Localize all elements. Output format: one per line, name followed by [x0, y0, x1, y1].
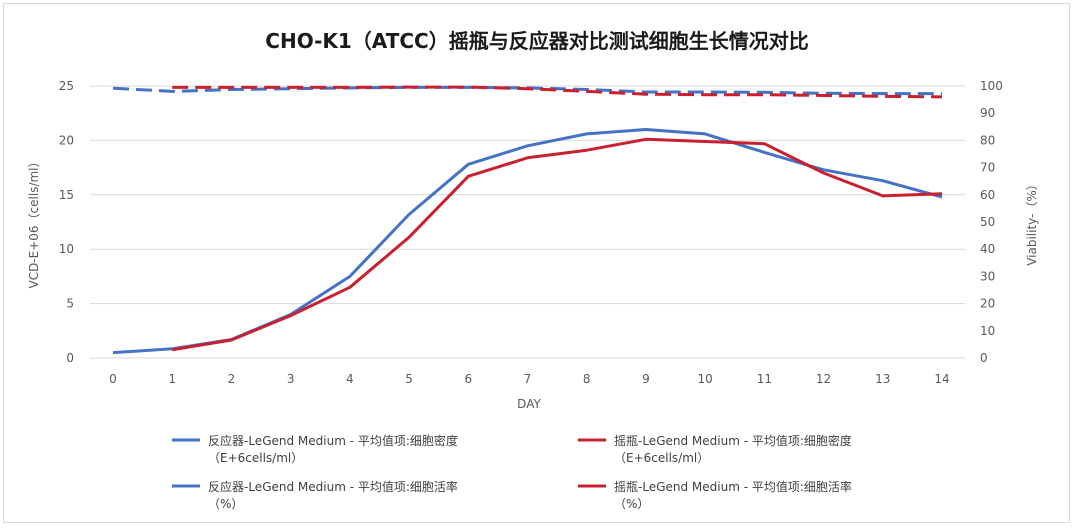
- series-line-3: [172, 85, 943, 99]
- x-tick-label: 12: [816, 372, 831, 386]
- legend-label-line2-1: （E+6cells/ml）: [614, 451, 709, 465]
- series-line-0: [112, 128, 943, 355]
- y-tick-label: 10: [59, 242, 74, 256]
- y-tick-label: 0: [66, 351, 74, 365]
- x-tick-label: 1: [168, 372, 176, 386]
- x-tick-label: 13: [875, 372, 890, 386]
- y2-tick-label: 80: [980, 133, 995, 147]
- legend-label-line2-3: （%）: [614, 497, 649, 511]
- x-tick-label: 11: [757, 372, 772, 386]
- y-tick-label: 20: [59, 133, 74, 147]
- chart-frame: [3, 3, 1070, 523]
- x-tick-label: 5: [405, 372, 413, 386]
- legend-label-0: 反应器-LeGend Medium - 平均值项:细胞密度: [208, 433, 458, 448]
- y-tick-label: 5: [66, 297, 74, 311]
- x-tick-label: 7: [524, 372, 532, 386]
- y2-tick-label: 70: [980, 161, 995, 175]
- y2-tick-label: 60: [980, 188, 995, 202]
- x-tick-label: 6: [464, 372, 472, 386]
- y2-tick-label: 90: [980, 106, 995, 120]
- x-axis-label: DAY: [517, 397, 541, 411]
- x-tick-label: 10: [698, 372, 713, 386]
- legend-label-1: 摇瓶-LeGend Medium - 平均值项:细胞密度: [614, 433, 852, 448]
- x-tick-label: 0: [109, 372, 117, 386]
- series-line-1: [171, 137, 943, 352]
- x-tick-label: 4: [346, 372, 354, 386]
- y2-tick-label: 10: [980, 324, 995, 338]
- y2-tick-label: 30: [980, 269, 995, 283]
- x-tick-label: 3: [287, 372, 295, 386]
- y2-tick-label: 40: [980, 242, 995, 256]
- y2-axis-label: Viability-（%）: [1025, 178, 1039, 266]
- y2-tick-label: 100: [980, 79, 1003, 93]
- x-tick-label: 14: [934, 372, 949, 386]
- legend-label-3: 摇瓶-LeGend Medium - 平均值项:细胞活率: [614, 479, 852, 494]
- chart-title: CHO-K1（ATCC）摇瓶与反应器对比测试细胞生长情况对比: [265, 29, 808, 53]
- legend-label-line2-0: （E+6cells/ml）: [208, 451, 303, 465]
- legend-label-2: 反应器-LeGend Medium - 平均值项:细胞活率: [208, 479, 458, 494]
- x-tick-label: 2: [228, 372, 236, 386]
- y2-tick-label: 50: [980, 215, 995, 229]
- legend-label-line2-2: （%）: [208, 497, 243, 511]
- y-axis-label: VCD-E+06（cells/ml）: [27, 155, 41, 288]
- y2-tick-label: 20: [980, 297, 995, 311]
- y-tick-label: 15: [59, 188, 74, 202]
- x-tick-label: 9: [642, 372, 650, 386]
- y2-tick-label: 0: [980, 351, 988, 365]
- y-tick-label: 25: [59, 79, 74, 93]
- x-tick-label: 8: [583, 372, 591, 386]
